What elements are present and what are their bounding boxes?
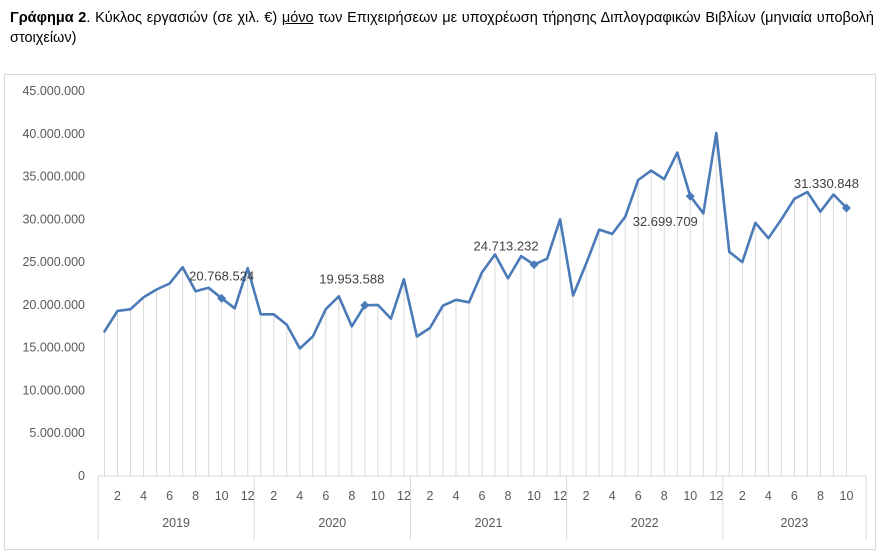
- x-tick-label: 8: [505, 489, 512, 503]
- y-tick-label: 40.000.000: [22, 127, 85, 141]
- x-tick-label: 12: [241, 489, 255, 503]
- data-marker: [685, 191, 695, 201]
- drop-lines: [104, 132, 847, 476]
- y-tick-label: 5.000.000: [29, 426, 85, 440]
- x-tick-label: 12: [397, 489, 411, 503]
- x-tick-label: 10: [527, 489, 541, 503]
- y-tick-label: 30.000.000: [22, 212, 85, 226]
- data-label: 32.699.709: [633, 214, 698, 229]
- caption-text-1: . Κύκλος εργασιών (σε χιλ. €): [86, 10, 282, 26]
- x-tick-label: 6: [479, 489, 486, 503]
- data-marker: [841, 203, 851, 213]
- x-tick-label: 10: [215, 489, 229, 503]
- x-tick-label: 6: [166, 489, 173, 503]
- data-marker: [217, 293, 227, 303]
- x-tick-label: 2: [114, 489, 121, 503]
- caption-text-2: των Επιχειρήσεων με υποχρέωση τήρησης Δι…: [10, 10, 874, 46]
- x-tick-label: 8: [348, 489, 355, 503]
- x-tick-label: 2: [739, 489, 746, 503]
- y-tick-label: 0: [78, 469, 85, 483]
- y-tick-label: 35.000.000: [22, 170, 85, 184]
- y-tick-label: 25.000.000: [22, 255, 85, 269]
- x-tick-label: 4: [452, 489, 459, 503]
- x-tick-label: 10: [371, 489, 385, 503]
- x-tick-label: 4: [765, 489, 772, 503]
- x-tick-label: 4: [140, 489, 147, 503]
- y-axis: 0 5.000.000 10.000.000 15.000.000 20.000.000…: [22, 84, 85, 483]
- data-label-group: 20.768.524 19.953.588 24.713.232 32.699.709…: [189, 176, 859, 286]
- year-label: 2022: [631, 516, 659, 530]
- data-marker: [529, 260, 539, 270]
- x-tick-label: 6: [635, 489, 642, 503]
- x-tick-label: 2: [270, 489, 277, 503]
- data-label: 31.330.848: [794, 176, 859, 191]
- data-label: 20.768.524: [189, 268, 254, 283]
- marker-group: [217, 191, 851, 310]
- year-label: 2021: [475, 516, 503, 530]
- x-tick-label: 8: [817, 489, 824, 503]
- caption-underlined: μόνο: [281, 10, 314, 26]
- chart-area: [4, 74, 876, 550]
- caption-label: Γράφημα 2: [10, 10, 87, 26]
- x-tick-label: 10: [840, 489, 854, 503]
- x-tick-label: 10: [683, 489, 697, 503]
- y-tick-label: 20.000.000: [22, 298, 85, 312]
- data-label: 19.953.588: [319, 271, 384, 286]
- y-tick-label: 10.000.000: [22, 383, 85, 397]
- series-line: [103, 131, 848, 350]
- x-axis: 2 4 6 8 10 12 2019 2 4 6 8 10 12 2020 2 4 6 8 10 12 2021 2 4 6 8…: [97, 475, 867, 540]
- x-tick-label: 12: [553, 489, 567, 503]
- data-label: 24.713.232: [474, 239, 539, 254]
- x-tick-label: 6: [791, 489, 798, 503]
- year-label: 2019: [162, 516, 190, 530]
- series-line-group: [103, 131, 848, 350]
- year-label: 2020: [318, 516, 346, 530]
- year-label: 2023: [781, 516, 809, 530]
- x-tick-label: 2: [583, 489, 590, 503]
- y-tick-label: 15.000.000: [22, 341, 85, 355]
- x-tick-label: 4: [296, 489, 303, 503]
- x-tick-label: 8: [661, 489, 668, 503]
- y-tick-label: 45.000.000: [22, 84, 85, 98]
- x-tick-label: 6: [322, 489, 329, 503]
- data-marker: [360, 300, 370, 310]
- x-tick-label: 8: [192, 489, 199, 503]
- x-tick-label: 2: [426, 489, 433, 503]
- chart-caption: Γράφημα 2. Κύκλος εργασιών (σε χιλ. €) μ…: [10, 8, 874, 48]
- x-tick-label: 4: [609, 489, 616, 503]
- x-tick-label: 12: [709, 489, 723, 503]
